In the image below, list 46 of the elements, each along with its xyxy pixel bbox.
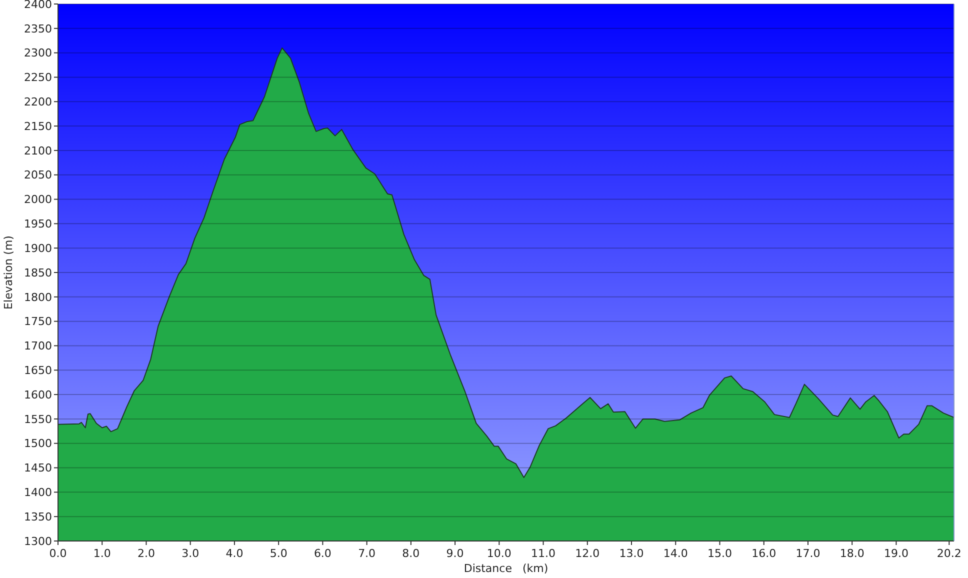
y-tick-label: 1750	[24, 315, 52, 328]
x-tick-label: 12.0	[575, 547, 600, 560]
y-tick-label: 1450	[24, 462, 52, 475]
y-tick-label: 2400	[24, 0, 52, 11]
x-tick-label: 9.0	[446, 547, 464, 560]
y-tick-label: 1700	[24, 340, 52, 353]
y-tick-label: 1400	[24, 486, 52, 500]
x-tick-label: 10.0	[486, 547, 512, 560]
x-tick-label: 16.0	[752, 547, 776, 560]
y-tick-label: 1850	[24, 266, 52, 280]
y-axis-title: Elevation (m)	[2, 236, 15, 310]
x-tick-label: 4.0	[226, 547, 244, 560]
x-tick-label: 13.0	[619, 547, 644, 560]
x-tick-label: 19.0	[884, 547, 908, 560]
x-tick-label: 7.0	[358, 547, 376, 560]
x-tick-label: 18.0	[840, 547, 864, 560]
y-tick-label: 1950	[24, 218, 52, 231]
y-tick-label: 2000	[24, 193, 52, 206]
y-tick-label: 1800	[24, 290, 52, 304]
x-tick-label: 20.2	[936, 547, 962, 560]
x-tick-label: 1.0	[93, 547, 111, 560]
y-tick-label: 1600	[24, 388, 52, 402]
x-tick-label: 3.0	[182, 547, 200, 560]
y-tick-label: 2300	[24, 46, 52, 60]
y-tick-label: 1300	[24, 534, 52, 548]
y-tick-label: 2350	[24, 22, 52, 36]
x-tick-label: 8.0	[402, 547, 420, 560]
x-tick-label: 6.0	[314, 547, 332, 560]
x-tick-label: 5.0	[270, 547, 288, 560]
y-tick-label: 2150	[24, 120, 52, 133]
x-tick-label: 15.0	[707, 547, 732, 560]
y-tick-label: 1650	[24, 364, 52, 377]
y-tick-label: 2100	[24, 144, 52, 158]
y-tick-label: 2050	[24, 168, 52, 182]
y-tick-label: 2200	[24, 95, 52, 108]
x-tick-label: 0.0	[49, 547, 67, 560]
y-tick-label: 1500	[24, 437, 52, 450]
x-tick-label: 2.0	[137, 547, 155, 560]
y-tick-label: 2250	[24, 71, 52, 84]
x-tick-label: 11.0	[531, 547, 556, 560]
x-tick-label: 17.0	[796, 547, 820, 560]
x-tick-label: 14.0	[663, 547, 688, 560]
x-axis-title: Distance (km)	[464, 562, 548, 575]
y-tick-label: 1900	[24, 242, 52, 255]
y-tick-label: 1350	[24, 510, 52, 524]
y-tick-label: 1550	[24, 412, 52, 426]
